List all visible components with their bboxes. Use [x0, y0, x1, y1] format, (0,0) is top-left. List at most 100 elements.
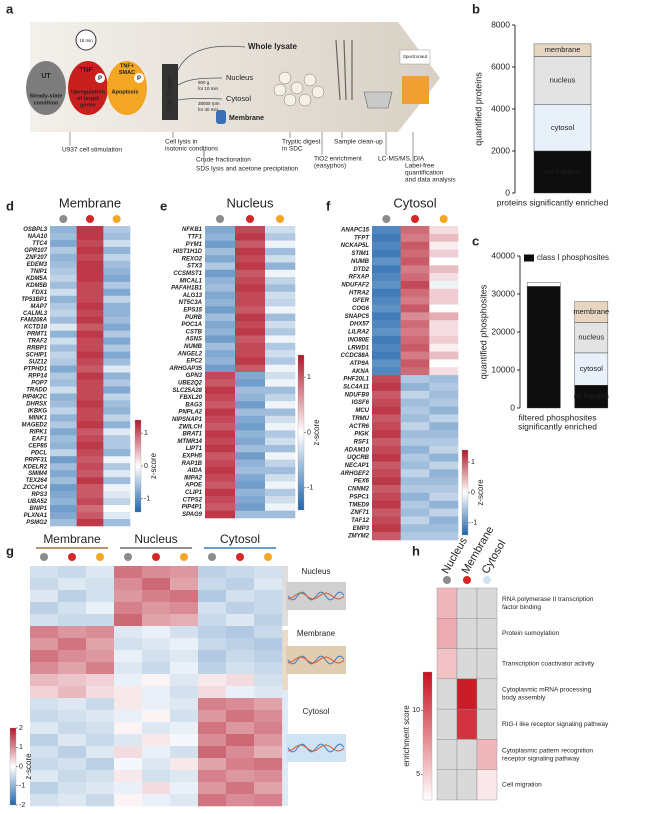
heatmap-cell — [103, 226, 131, 234]
heatmap-cell — [235, 277, 266, 285]
heatmap-cell — [76, 302, 104, 311]
gene-label: NECAP1 — [345, 463, 370, 469]
condition-description: genes — [80, 102, 96, 108]
condition-dot — [59, 215, 68, 223]
heatmap-cell — [114, 614, 143, 627]
heatmap-cell — [142, 566, 171, 579]
gene-label: CNNM2 — [348, 487, 370, 493]
grid-cell — [456, 648, 478, 680]
heatmap-cell — [103, 288, 131, 297]
y-tick-label: 0 — [505, 187, 510, 197]
gene-label: ADAM10 — [343, 447, 369, 453]
group-label: Cytosol — [220, 532, 260, 546]
condition-dot — [68, 553, 76, 561]
heatmap-cell — [198, 710, 227, 723]
heatmap-cell — [265, 284, 296, 292]
heatmap-cell — [76, 295, 104, 304]
heatmap-cell — [76, 372, 104, 380]
gene-label: INO80E — [348, 337, 370, 343]
heatmap-cell — [265, 466, 296, 475]
gene-label: AKNA — [351, 369, 369, 375]
heatmap-cell — [254, 770, 283, 783]
software-label: Spectronaut — [403, 54, 428, 59]
x-axis-label: filtered phosphosites — [519, 412, 597, 422]
heatmap-cell — [400, 383, 430, 392]
gene-label: ATP9A — [349, 361, 369, 367]
gene-label: EMP3 — [353, 526, 370, 532]
heatmap-cell — [429, 437, 459, 447]
step-label: Cell lysis in — [165, 139, 198, 146]
heatmap-cell — [205, 364, 236, 373]
heatmap-cell — [198, 758, 227, 771]
gene-label: RIPK1 — [30, 429, 47, 435]
gene-label: PAFAH1B1 — [171, 286, 203, 292]
heatmap-cell — [114, 578, 143, 591]
heatmap-cell — [372, 390, 401, 399]
heatmap-cell — [372, 273, 401, 282]
heatmap-cell — [235, 247, 266, 256]
bar-segment — [574, 301, 609, 323]
heatmap-cell — [142, 662, 171, 675]
heatmap-cell — [50, 337, 77, 345]
heatmap-cell — [50, 302, 77, 311]
heatmap-cell — [205, 430, 236, 438]
heatmap-cell — [170, 578, 199, 591]
heatmap-cell — [76, 470, 104, 478]
term-label: Cytoplasmic mRNA processing — [502, 687, 592, 694]
heatmap-cell — [114, 638, 143, 651]
heatmap-cell — [235, 437, 266, 446]
heatmap-cell — [205, 452, 236, 460]
condition-dot — [411, 215, 419, 223]
grid-cell — [436, 708, 458, 740]
gene-label: CSTB — [186, 329, 203, 335]
colorbar-tick-label: 0 — [144, 463, 148, 470]
y-tick-label: 30000 — [491, 288, 515, 298]
gene-label: LRWD1 — [348, 345, 370, 351]
heatmap-cell — [400, 398, 430, 407]
heatmap-cell — [372, 469, 401, 478]
heatmap-cell — [86, 794, 115, 807]
heatmap-cell — [86, 614, 115, 627]
condition-description: condition — [34, 100, 59, 106]
centrifuge-step: 900 g — [198, 80, 210, 85]
heatmap-cell — [103, 365, 131, 373]
gene-label: OSBPL3 — [23, 227, 47, 233]
condition-dot — [124, 553, 132, 561]
heatmap-cell — [103, 407, 131, 415]
heatmap-cell — [103, 442, 131, 450]
heatmap-cell — [50, 288, 77, 297]
heatmap-cell — [114, 626, 143, 639]
gene-label: EPC2 — [186, 359, 202, 365]
bar-segment — [533, 43, 592, 57]
heatmap-cell — [86, 722, 115, 735]
phospho-label: P — [98, 76, 102, 82]
gene-label: CALML3 — [23, 311, 48, 317]
heatmap-cell — [114, 686, 143, 699]
gene-label: RPS3 — [32, 492, 48, 498]
heatmap-cell — [170, 698, 199, 711]
heatmap-cell — [103, 435, 131, 443]
bar-segment — [533, 56, 592, 105]
y-tick-label: 20000 — [491, 326, 515, 336]
heatmap-cell — [50, 519, 77, 527]
heatmap-cell — [205, 357, 236, 365]
centrifuge-step: for 40 min — [198, 107, 219, 112]
heatmap-cell — [372, 320, 401, 329]
term-label: Protein sumoylation — [502, 630, 559, 637]
condition-dot — [439, 215, 448, 223]
heatmap-cell — [76, 484, 104, 492]
heatmap-cell — [205, 342, 236, 351]
heatmap-cell — [400, 445, 430, 454]
gene-label: RAP1B — [182, 461, 203, 467]
segment-label: nucleus — [578, 333, 604, 342]
heatmap-cell — [400, 249, 430, 258]
heatmap-cell — [372, 233, 401, 242]
heatmap-cell — [50, 316, 77, 324]
grid-cell — [476, 648, 498, 680]
step-label: U937 cell stimulation — [62, 147, 122, 154]
gene-label: BAG3 — [185, 402, 202, 408]
heatmap-cell — [235, 350, 266, 358]
gene-label: NAA10 — [28, 234, 48, 240]
heatmap-cell — [103, 456, 131, 464]
condition-dot — [463, 576, 471, 584]
